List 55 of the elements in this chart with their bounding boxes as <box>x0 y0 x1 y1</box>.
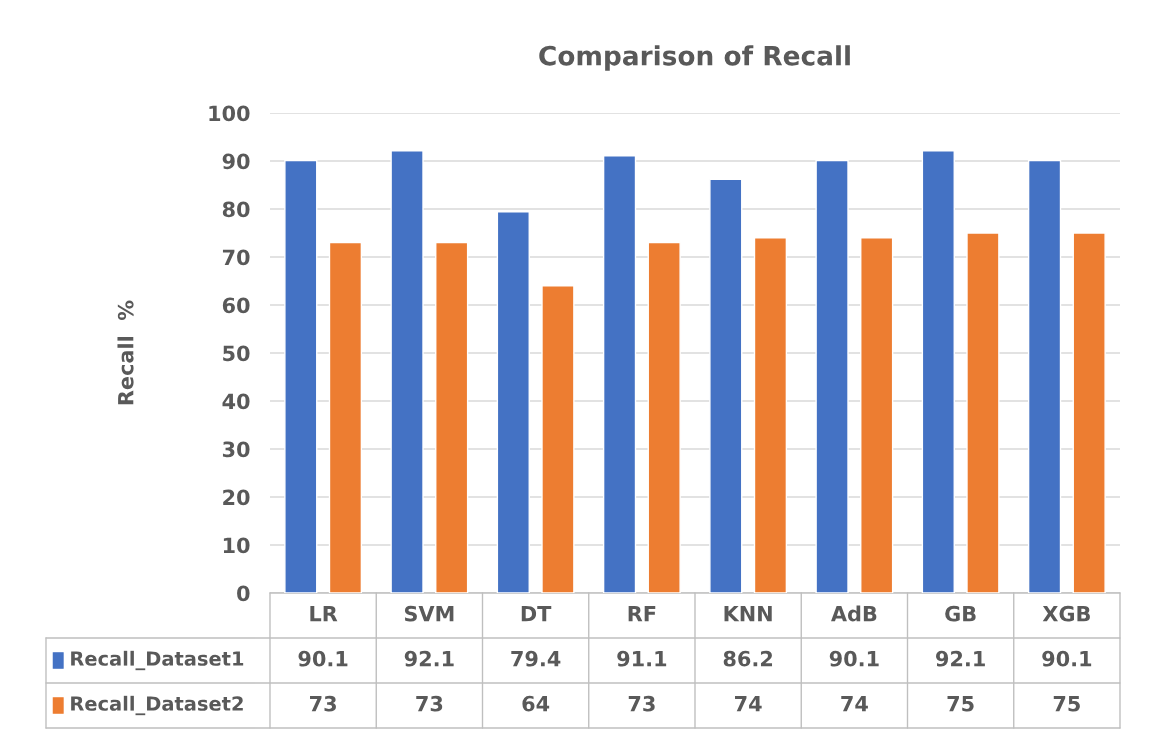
legend-label: Recall_Dataset1 <box>71 650 244 671</box>
data-label: 91.1 <box>617 650 667 667</box>
data-label: 73 <box>416 695 443 712</box>
data-label: 92.1 <box>404 650 454 667</box>
bar <box>328 241 363 593</box>
x-tick-label: DT <box>521 606 552 622</box>
y-tick-label: 0 <box>237 585 250 602</box>
y-tick-label: 40 <box>222 393 250 410</box>
data-label: 86.2 <box>723 650 773 667</box>
y-tick-label: 60 <box>222 297 250 314</box>
bar <box>541 285 575 593</box>
y-tick-label: 90 <box>222 153 250 170</box>
x-tick-label: GB <box>945 605 976 622</box>
bar <box>435 241 469 593</box>
x-tick-label: LR <box>310 606 338 622</box>
bar <box>602 155 637 593</box>
bar <box>921 150 955 593</box>
legend-label: Recall_Dataset2 <box>71 695 243 716</box>
x-tick-label: RF <box>628 606 656 622</box>
y-tick-label: 30 <box>222 441 250 458</box>
bar <box>496 211 530 593</box>
x-tick-label: SVM <box>404 605 454 622</box>
data-label: 73 <box>310 695 336 712</box>
data-label: 73 <box>628 695 655 712</box>
y-tick-label: 50 <box>223 345 250 362</box>
bar <box>284 159 318 593</box>
data-label: 74 <box>735 696 762 712</box>
y-axis-title: Recall % <box>117 300 134 405</box>
data-label: 90.1 <box>1042 650 1092 667</box>
bar <box>390 150 424 593</box>
data-label: 75 <box>1053 696 1080 712</box>
bar <box>966 232 1000 593</box>
x-tick-label: KNN <box>724 606 772 622</box>
bar <box>753 237 788 593</box>
data-label: 74 <box>841 696 868 712</box>
bar <box>1027 159 1062 593</box>
y-tick-label: 80 <box>222 201 250 218</box>
y-tick-label: 70 <box>222 249 250 266</box>
y-tick-label: 10 <box>223 537 250 554</box>
data-label: 79.4 <box>511 650 561 667</box>
y-tick-label: 20 <box>223 489 250 506</box>
data-label: 92.1 <box>936 650 985 667</box>
bar <box>647 241 681 593</box>
data-label: 90.1 <box>829 650 879 667</box>
x-tick-label: AdB <box>831 605 877 622</box>
bar <box>815 159 849 593</box>
data-label: 64 <box>522 695 550 712</box>
bar <box>1072 232 1106 593</box>
bar <box>860 237 894 593</box>
chart-title: Comparison of Recall <box>539 45 850 71</box>
data-label: 90.1 <box>298 650 348 667</box>
bar <box>709 178 743 593</box>
data-label: 75 <box>947 696 974 712</box>
x-tick-label: XGB <box>1042 605 1090 622</box>
y-tick-label: 100 <box>209 105 250 122</box>
